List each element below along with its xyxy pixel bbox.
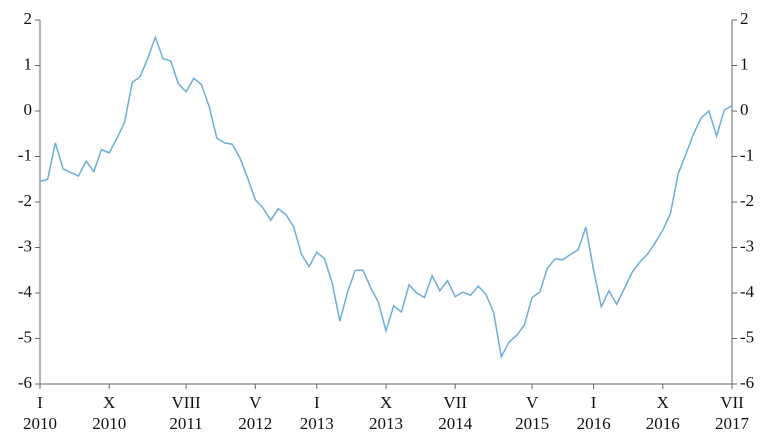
y-tick-label: 0	[24, 100, 33, 119]
y2-tick-label: -1	[740, 145, 754, 164]
y-tick-label: -5	[18, 327, 32, 346]
y-tick-label: -6	[18, 373, 32, 392]
x-tick-label: 2010	[23, 414, 57, 433]
x-tick-label: 2011	[169, 414, 202, 433]
x-tick-label: I	[37, 393, 43, 412]
x-tick-label: X	[380, 393, 392, 412]
y-tick-label: 2	[24, 9, 33, 28]
x-tick-label: VII	[720, 393, 744, 412]
y-tick-label: -2	[18, 191, 32, 210]
y-tick-label: 1	[24, 54, 33, 73]
x-tick-label: I	[314, 393, 320, 412]
x-tick-label: X	[103, 393, 115, 412]
y2-tick-label: -3	[740, 236, 754, 255]
y2-tick-label: -5	[740, 327, 754, 346]
x-tick-label: 2010	[92, 414, 126, 433]
data-line	[39, 35, 733, 359]
x-tick-label: I	[591, 393, 597, 412]
x-tick-label: VIII	[171, 393, 201, 412]
y2-tick-label: 0	[740, 100, 749, 119]
y-tick-label: -4	[18, 282, 33, 301]
x-tick-label: 2013	[300, 414, 334, 433]
y2-tick-label: 2	[740, 9, 749, 28]
x-tick-label: V	[249, 393, 262, 412]
x-tick-label: 2015	[515, 414, 549, 433]
x-tick-label: 2016	[577, 414, 611, 433]
y2-tick-label: -6	[740, 373, 754, 392]
y2-tick-label: 1	[740, 54, 749, 73]
y2-tick-label: -2	[740, 191, 754, 210]
x-tick-label: 2014	[438, 414, 473, 433]
x-tick-label: VII	[443, 393, 467, 412]
x-tick-label: 2013	[369, 414, 403, 433]
x-tick-label: 2017	[715, 414, 750, 433]
y-tick-label: -3	[18, 236, 32, 255]
y2-tick-label: -4	[740, 282, 755, 301]
x-tick-label: V	[526, 393, 539, 412]
x-tick-label: X	[657, 393, 669, 412]
x-tick-label: 2016	[646, 414, 680, 433]
x-tick-label: 2012	[238, 414, 272, 433]
y-tick-label: -1	[18, 145, 32, 164]
